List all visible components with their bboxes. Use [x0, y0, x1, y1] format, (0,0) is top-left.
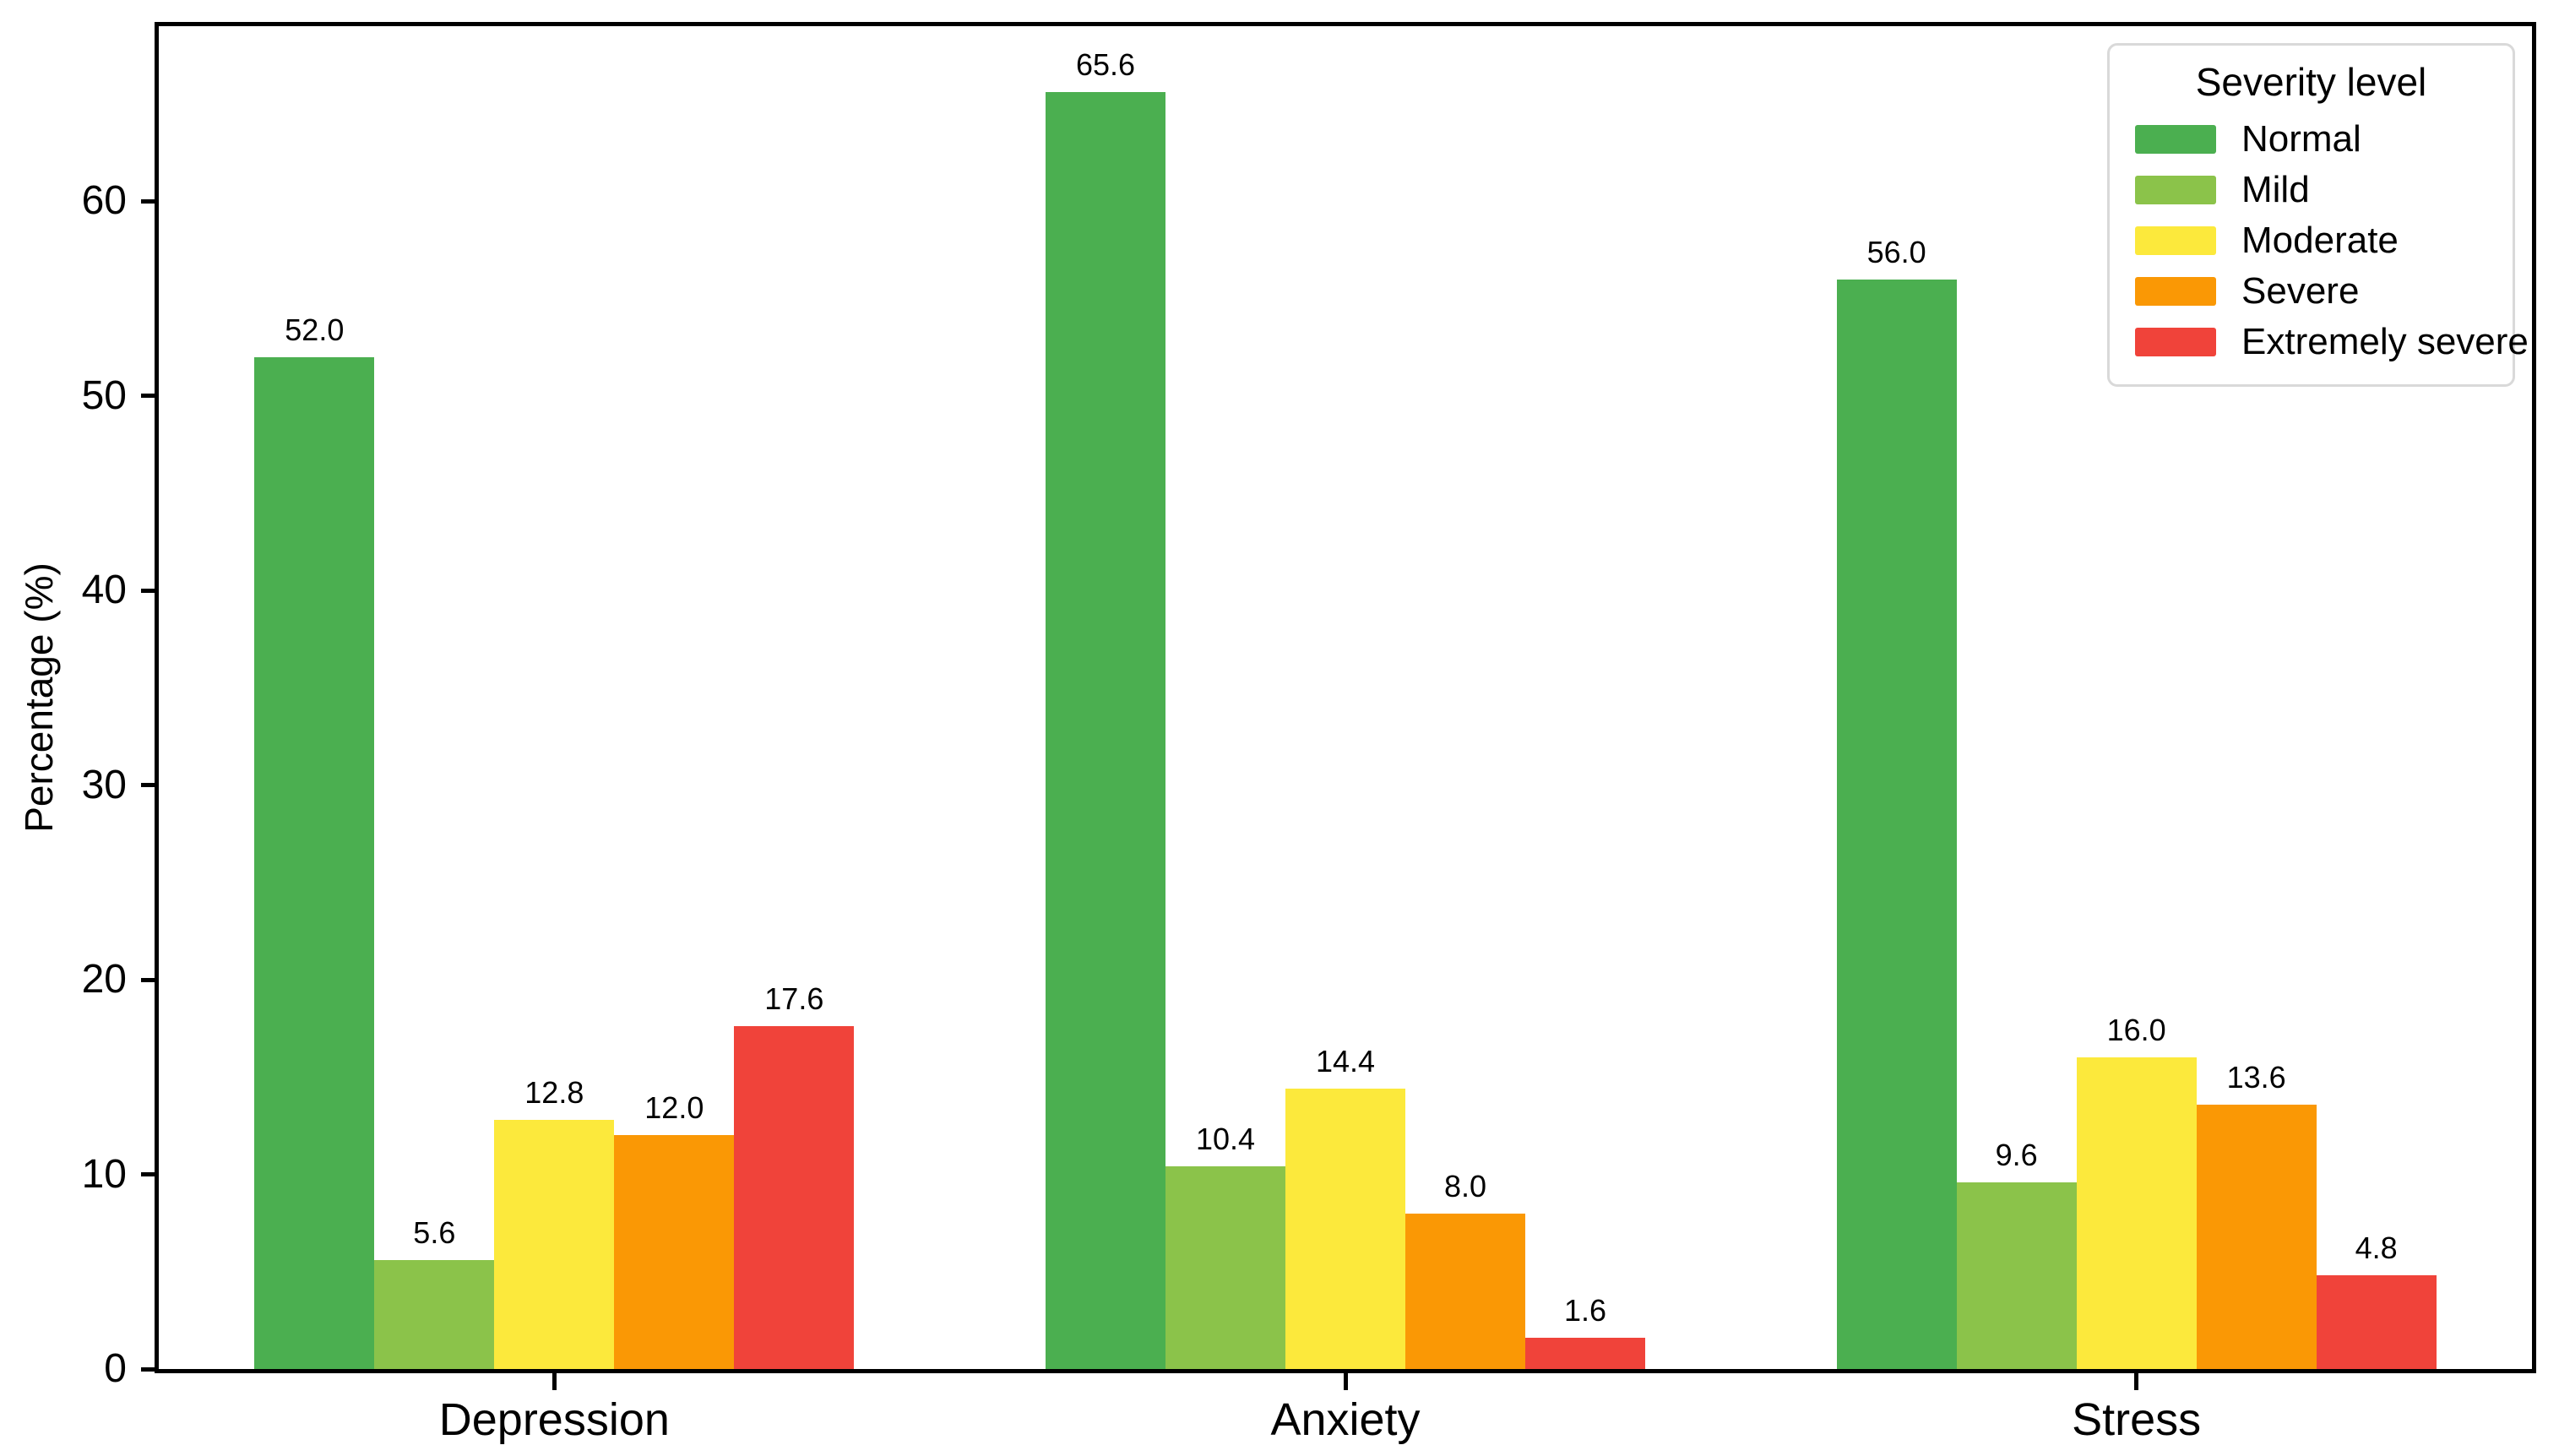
y-tick-mark-40	[141, 588, 155, 593]
x-tick-mark-stress	[2134, 1373, 2139, 1390]
y-tick-label-10: 10	[81, 1151, 127, 1197]
y-tick-label-20: 20	[81, 957, 127, 1002]
bar-stress-normal	[1836, 279, 1957, 1369]
bar-group-stress: 56.0 9.6 16.0 13.6 4.8	[1836, 26, 2437, 1369]
bar-stress-mild	[1956, 1182, 2077, 1369]
bar-value-stress-extremely-severe: 4.8	[2355, 1231, 2398, 1266]
x-tick-mark-depression	[551, 1373, 557, 1390]
legend-row-severe: Severe	[2128, 266, 2494, 317]
bar-depression-mild	[374, 1259, 495, 1369]
legend-swatch-moderate	[2135, 226, 2216, 256]
y-tick-mark-60	[141, 198, 155, 204]
legend-row-extremely-severe: Extremely severe	[2128, 317, 2529, 367]
legend-label-normal: Normal	[2241, 118, 2361, 160]
legend: Severity level Normal Mild Moderate Severe E…	[2107, 43, 2529, 388]
y-tick-mark-10	[141, 1172, 155, 1177]
y-tick-label-30: 30	[81, 762, 127, 807]
y-tick-mark-30	[141, 783, 155, 788]
legend-swatch-extremely-severe	[2135, 328, 2216, 357]
bar-anxiety-severe	[1405, 1213, 1525, 1369]
legend-label-mild: Mild	[2241, 169, 2310, 211]
x-tick-label-anxiety: Anxiety	[1270, 1394, 1421, 1445]
x-tick-mark-anxiety	[1343, 1373, 1348, 1390]
bar-value-anxiety-moderate: 14.4	[1315, 1044, 1376, 1079]
bar-anxiety-extremely-severe	[1525, 1338, 1645, 1369]
plot-area: 0 10 20 30 40 50 60 52.0 5.6 12.8 12.0 17.6 65.6 10.…	[82, 22, 2536, 1390]
bar-value-stress-mild: 9.6	[1995, 1137, 2038, 1172]
bar-anxiety-mild	[1165, 1166, 1285, 1369]
bar-value-anxiety-normal: 65.6	[1075, 47, 1136, 83]
y-tick-mark-20	[141, 977, 155, 982]
legend-items: Normal Mild Moderate Severe Extremely severe	[2128, 114, 2529, 367]
legend-row-normal: Normal	[2128, 114, 2494, 165]
y-tick-label-60: 60	[81, 178, 127, 224]
bar-depression-normal	[254, 356, 375, 1369]
legend-swatch-severe	[2135, 277, 2216, 307]
bar-value-depression-normal: 52.0	[285, 312, 345, 347]
bar-value-anxiety-mild: 10.4	[1195, 1122, 1256, 1157]
y-tick-label-40: 40	[81, 568, 127, 613]
bar-group-anxiety: 65.6 10.4 14.4 8.0 1.6	[1046, 26, 1645, 1369]
legend-label-moderate: Moderate	[2241, 220, 2399, 262]
legend-row-mild: Mild	[2128, 165, 2494, 215]
y-tick-label-50: 50	[81, 372, 127, 418]
bar-depression-severe	[614, 1135, 735, 1369]
legend-row-moderate: Moderate	[2128, 215, 2494, 266]
legend-swatch-mild	[2135, 176, 2216, 205]
bar-value-depression-moderate: 12.8	[524, 1075, 584, 1111]
legend-swatch-normal	[2135, 125, 2216, 155]
y-tick-mark-0	[141, 1366, 155, 1372]
y-tick-mark-50	[141, 394, 155, 399]
bar-anxiety-moderate	[1285, 1089, 1405, 1369]
bar-stress-moderate	[2076, 1057, 2197, 1369]
y-tick-label-0: 0	[104, 1346, 127, 1391]
bar-stress-severe	[2196, 1104, 2317, 1369]
bar-value-stress-severe: 13.6	[2226, 1059, 2286, 1095]
bar-value-depression-mild: 5.6	[413, 1214, 456, 1250]
bar-value-stress-normal: 56.0	[1866, 234, 1926, 269]
legend-title: Severity level	[2195, 60, 2427, 104]
bar-anxiety-normal	[1046, 92, 1165, 1369]
bar-group-depression: 52.0 5.6 12.8 12.0 17.6	[254, 26, 855, 1369]
x-tick-label-stress: Stress	[2072, 1394, 2202, 1445]
bar-depression-extremely-severe	[734, 1026, 855, 1369]
bar-value-stress-moderate: 16.0	[2106, 1013, 2166, 1048]
bar-depression-moderate	[494, 1120, 615, 1369]
legend-label-extremely-severe: Extremely severe	[2241, 321, 2529, 363]
bar-value-depression-severe: 12.0	[644, 1090, 704, 1126]
bar-value-depression-extremely-severe: 17.6	[764, 981, 824, 1017]
bar-value-anxiety-extremely-severe: 1.6	[1563, 1293, 1607, 1328]
bar-stress-extremely-severe	[2316, 1275, 2437, 1369]
y-axis-title: Percentage (%)	[17, 562, 61, 833]
bar-value-anxiety-severe: 8.0	[1443, 1168, 1487, 1203]
x-tick-label-depression: Depression	[438, 1394, 670, 1445]
legend-label-severe: Severe	[2241, 270, 2360, 312]
